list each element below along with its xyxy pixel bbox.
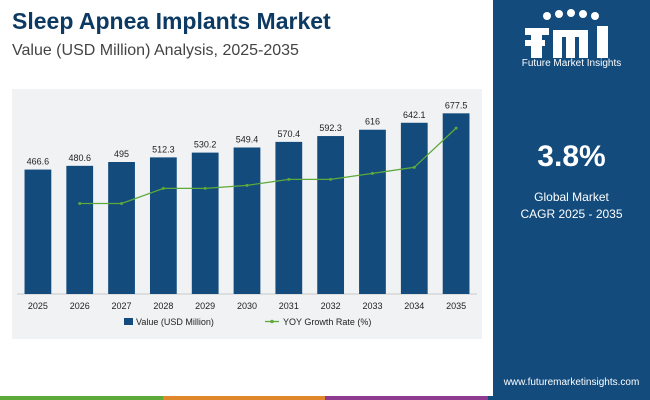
yoy-growth-line	[79, 127, 457, 205]
data-label-2033: 616	[365, 117, 380, 127]
data-label-2029: 530.2	[194, 140, 217, 150]
cagr-label-line-1: Global Market	[534, 190, 609, 204]
yoy-point-2031	[287, 177, 291, 181]
legend-label-yoy: YOY Growth Rate (%)	[283, 317, 371, 327]
x-tick-label-2035: 2035	[446, 301, 466, 311]
yoy-point-2033	[370, 171, 374, 175]
x-tick-label-2030: 2030	[237, 301, 257, 311]
bar-line-chart: 466.6 2025 480.6 2026 495 2027 512.3 2028 530.2 2…	[17, 100, 477, 327]
x-tick-label-2028: 2028	[153, 301, 173, 311]
bottom-bar-segment-orange	[162, 396, 325, 400]
chart-panel: 466.6 2025 480.6 2026 495 2027 512.3 2028 530.2 2…	[12, 89, 482, 339]
bottom-color-bar	[0, 396, 650, 400]
yoy-point-2027	[120, 202, 124, 206]
data-label-2035: 677.5	[445, 100, 468, 110]
x-tick-label-2025: 2025	[28, 301, 48, 311]
bar-2027	[108, 162, 135, 294]
bar-2026	[66, 165, 94, 294]
x-tick-label-2031: 2031	[279, 301, 299, 311]
yoy-point-2026	[78, 202, 82, 206]
bar-2035	[442, 113, 470, 294]
chart-subtitle: Value (USD Million) Analysis, 2025-2035	[12, 42, 299, 59]
yoy-point-2034	[412, 165, 416, 169]
yoy-point-2035	[454, 126, 458, 130]
data-label-2030: 549.4	[236, 134, 259, 144]
yoy-point-2030	[245, 183, 249, 187]
yoy-point-2032	[329, 177, 333, 181]
data-label-2025: 466.6	[27, 157, 50, 167]
bar-2034	[400, 122, 428, 294]
x-tick-label-2033: 2033	[362, 301, 382, 311]
data-label-2028: 512.3	[152, 144, 175, 154]
data-label-2027: 495	[114, 149, 129, 159]
legend-swatch-yoy-dot	[270, 319, 274, 324]
website-link[interactable]: www.futuremarketinsights.com	[503, 377, 640, 388]
chart-title: Sleep Apnea Implants Market	[12, 8, 331, 34]
x-tick-label-2027: 2027	[112, 301, 132, 311]
logo-text: Future Market Insights	[521, 58, 622, 69]
bottom-bar-segment-blue	[487, 396, 650, 400]
bar-2033	[359, 129, 386, 294]
yoy-point-2029	[203, 186, 207, 190]
x-tick-label-2032: 2032	[321, 301, 341, 311]
sidebar: Future Market Insights 3.8% Global Marke…	[493, 0, 650, 400]
x-tick-label-2026: 2026	[70, 301, 90, 311]
x-tick-label-2034: 2034	[404, 301, 424, 311]
data-label-2032: 592.3	[319, 123, 342, 133]
bottom-bar-segment-green	[0, 396, 163, 400]
x-tick-label-2029: 2029	[195, 301, 215, 311]
bar-2032	[317, 136, 345, 294]
bar-2029	[191, 152, 219, 294]
yoy-point-2028	[161, 186, 165, 190]
data-label-2034: 642.1	[403, 110, 426, 120]
bar-2028	[149, 157, 177, 294]
bar-2025	[24, 169, 52, 294]
bottom-bar-segment-purple	[325, 396, 488, 400]
bar-2031	[275, 141, 303, 294]
legend-swatch-value	[124, 318, 133, 325]
legend-label-value: Value (USD Million)	[136, 317, 214, 327]
bar-2030	[233, 147, 261, 294]
fmi-logo-icon	[525, 9, 608, 58]
cagr-value: 3.8%	[537, 140, 606, 173]
data-label-2031: 570.4	[278, 129, 301, 139]
cagr-label-line-2: CAGR 2025 - 2035	[520, 207, 623, 221]
data-label-2026: 480.6	[68, 153, 91, 163]
